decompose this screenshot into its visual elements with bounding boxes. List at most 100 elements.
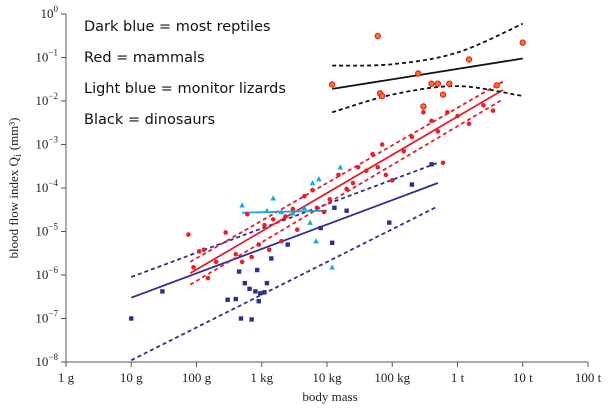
data-point [269, 256, 274, 261]
series-most-reptiles-points [129, 162, 434, 322]
y-tick-label: 10−6 [35, 265, 58, 282]
fit-line-dinosaurs [332, 57, 523, 90]
data-point [375, 164, 381, 170]
data-point [336, 172, 341, 178]
x-tick-label: 10 t [513, 370, 533, 385]
data-point [409, 182, 415, 187]
data-point [387, 220, 392, 225]
x-tick-label: 100 g [182, 370, 212, 385]
data-point [355, 164, 361, 170]
data-point [379, 142, 385, 147]
data-point [262, 290, 267, 295]
data-point [285, 242, 290, 247]
series-mammals-lines [189, 80, 504, 286]
data-point [370, 151, 375, 157]
plot-area [129, 22, 526, 362]
data-point [465, 56, 473, 63]
data-point [223, 230, 228, 235]
axes [65, 14, 588, 363]
data-point [301, 204, 308, 211]
data-point [201, 247, 207, 253]
data-point [493, 82, 500, 89]
fit-line-monitor-lizards [242, 209, 328, 214]
data-point [429, 162, 434, 167]
data-point [378, 92, 386, 100]
data-point [309, 180, 316, 186]
y-axis-title-main: blood flow index Q [6, 156, 21, 258]
data-point [321, 209, 327, 215]
data-point [233, 251, 239, 257]
y-axis-ticks: 100 10−1 10−2 10−3 10−4 10−5 10−6 10−7 10−8 [35, 4, 66, 369]
data-point [191, 265, 196, 270]
data-point [519, 39, 526, 46]
fit-line-most-reptiles [130, 182, 439, 299]
data-point [244, 211, 250, 217]
data-point [262, 222, 267, 228]
y-tick-label: 10−3 [35, 135, 58, 152]
series-dinosaurs-lines [331, 22, 524, 114]
data-point [481, 102, 486, 108]
confidence-band-lower-dinosaurs [331, 85, 523, 114]
data-point [160, 289, 165, 294]
series-mammals-points [186, 102, 496, 281]
series-monitor-lizards-lines [242, 209, 328, 214]
data-point [294, 227, 300, 232]
data-point [213, 259, 219, 265]
x-tick-label: 1 kg [250, 370, 273, 385]
confidence-band-upper-dinosaurs [332, 22, 524, 67]
data-point [328, 81, 336, 88]
data-point [270, 195, 277, 201]
data-point [270, 217, 276, 222]
series-monitor-lizards-points [239, 164, 344, 270]
y-axis-title-units: (mm³) [6, 117, 21, 150]
legend-entry-dinosaurs: Black = dinosaurs [84, 112, 215, 128]
data-point [440, 160, 446, 166]
y-tick-label: 10−2 [35, 91, 58, 108]
data-point [225, 297, 230, 302]
data-point [389, 178, 395, 183]
x-tick-label: 10 g [120, 370, 143, 385]
data-point [239, 259, 245, 265]
series-most-reptiles-lines [130, 161, 439, 362]
data-point [239, 202, 245, 208]
x-tick-label: 100 t [575, 370, 602, 385]
data-point [186, 232, 191, 237]
data-point [290, 206, 296, 212]
data-point [283, 214, 288, 219]
data-point [466, 121, 472, 127]
data-point [242, 280, 248, 286]
data-point [316, 176, 322, 182]
data-point [429, 118, 434, 124]
y-tick-label: 10−4 [35, 178, 58, 195]
y-tick-label: 100 [41, 4, 59, 21]
data-point [278, 209, 285, 215]
data-point [327, 196, 333, 202]
data-point [254, 267, 260, 273]
y-axis-title-subscript: i [13, 154, 24, 157]
legend-entry-reptiles: Dark blue = most reptiles [84, 19, 271, 35]
data-point [383, 172, 389, 178]
data-point [196, 249, 202, 254]
data-point [415, 70, 422, 77]
data-point [439, 91, 447, 98]
data-point [247, 286, 252, 292]
data-point [313, 238, 319, 244]
y-tick-label: 10−7 [35, 309, 58, 326]
data-point [205, 275, 211, 281]
data-point [374, 32, 381, 40]
x-tick-label: 100 kg [374, 370, 410, 385]
data-point [290, 210, 296, 216]
data-point [421, 109, 426, 115]
x-tick-label: 1 g [58, 370, 75, 385]
confidence-band-lower-mammals [189, 98, 504, 286]
data-point [428, 80, 435, 87]
data-point [264, 280, 270, 286]
confidence-band-upper-most-reptiles [130, 161, 439, 278]
y-tick-label: 10−8 [35, 352, 58, 369]
data-point [420, 103, 427, 110]
x-axis-title: body mass [302, 389, 357, 404]
data-point [266, 247, 272, 253]
data-point [409, 134, 415, 140]
data-point [264, 207, 270, 213]
